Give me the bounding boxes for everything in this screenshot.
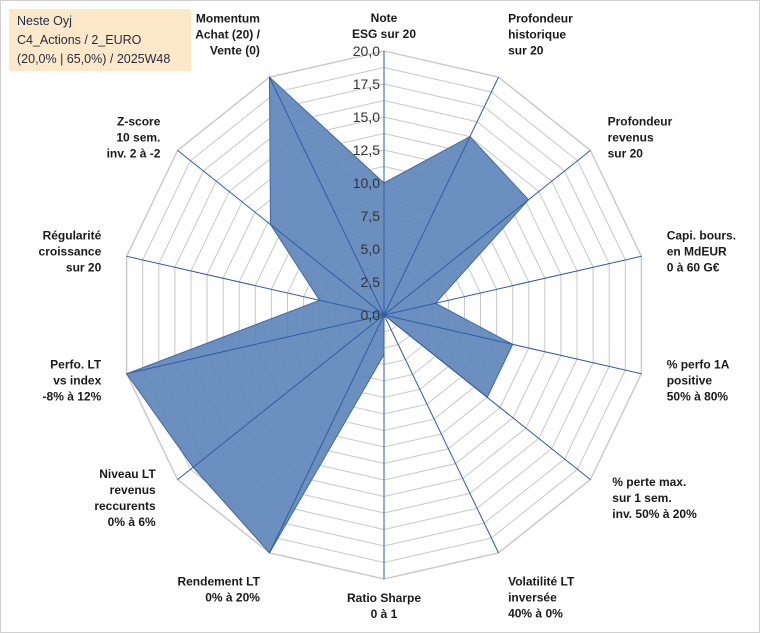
category-label: Régularité croissance sur 20 (39, 228, 102, 274)
tick-label: 10,0 (353, 175, 380, 191)
tick-label: 20,0 (353, 43, 380, 59)
radar-series (125, 75, 530, 554)
axis-spoke (383, 255, 642, 316)
category-label: Ratio Sharpe 0 à 1 (347, 591, 421, 621)
chart-title-company: Neste Oyj (17, 14, 72, 28)
radar-tick-labels: 0,0 2,5 5,0 7,5 10,0 12,5 15,0 17,5 20,0 (353, 43, 380, 323)
category-label: Perfo. LT vs index -8% à 12% (43, 358, 102, 404)
category-label: Niveau LT revenus reccurents 0% à 6% (94, 467, 156, 529)
tick-label: 12,5 (353, 142, 380, 158)
chart-title-category: C4_Actions / 2_EURO (17, 33, 142, 47)
axis-spoke (383, 76, 499, 316)
category-label: Rendement LT 0% à 20% (177, 575, 260, 605)
axis-spoke (383, 314, 499, 554)
axis-spoke (383, 150, 591, 316)
tick-label: 17,5 (353, 76, 380, 92)
category-label: % perfo 1A positive 50% à 80% (667, 358, 730, 404)
category-label: Volatilité LT inversée 40% à 0% (508, 575, 575, 621)
category-label: Momentum Achat (20) / Vente (0) (195, 11, 260, 57)
axis-spoke (269, 314, 385, 554)
tick-label: 0,0 (361, 307, 381, 323)
radar-category-labels: Note ESG sur 20 Profondeur historique sur 20… (39, 11, 737, 621)
axis-spoke (177, 314, 385, 480)
category-label: Z-score 10 sem. inv. 2 à -2 (107, 115, 161, 161)
tick-label: 2,5 (361, 274, 381, 290)
radar-axes (126, 51, 642, 579)
axis-spoke (126, 314, 385, 375)
category-label: Profondeur historique sur 20 (508, 11, 573, 57)
series-area (125, 75, 530, 554)
category-label: Note ESG sur 20 (352, 11, 416, 41)
category-label: Profondeur revenus sur 20 (608, 115, 673, 161)
tick-label: 7,5 (361, 208, 381, 224)
axis-spoke (383, 314, 642, 375)
tick-label: 5,0 (361, 241, 381, 257)
tick-label: 15,0 (353, 109, 380, 125)
chart-title-params: (20,0% | 65,0%) / 2025W48 (17, 52, 171, 66)
axis-spoke (126, 255, 385, 316)
axis-spoke (177, 150, 385, 316)
category-label: % perte max. sur 1 sem. inv. 50% à 20% (612, 475, 697, 521)
chart-title-box: Neste Oyj C4_Actions / 2_EURO (20,0% | 6… (9, 9, 191, 71)
axis-spoke (383, 314, 591, 480)
category-label: Capi. bours. en MdEUR 0 à 60 G€ (667, 228, 736, 274)
axis-spoke (269, 76, 385, 316)
